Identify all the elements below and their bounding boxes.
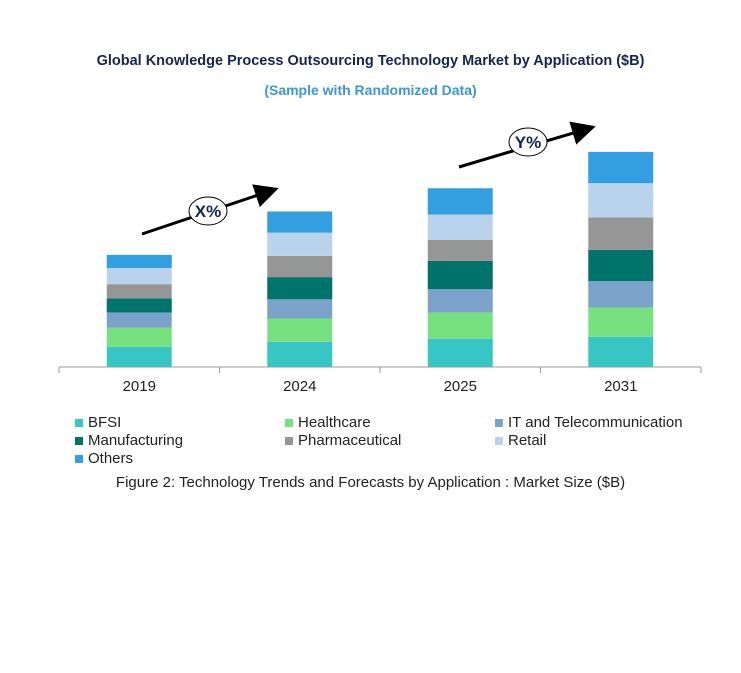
bar-segment-healthcare-2019 — [106, 327, 172, 347]
growth-label: Y% — [515, 133, 541, 152]
bar-segment-it-and-telecommunication-2025 — [427, 289, 493, 313]
x-tick-label: 2025 — [444, 378, 477, 395]
bar-segment-it-and-telecommunication-2024 — [267, 299, 333, 319]
bar-segment-pharmaceutical-2019 — [106, 284, 172, 299]
bar-segment-retail-2024 — [267, 232, 333, 256]
legend-item: Others — [75, 450, 133, 467]
bar-segment-manufacturing-2031 — [588, 249, 654, 282]
bar-segment-pharmaceutical-2024 — [267, 255, 333, 278]
bar-segment-healthcare-2024 — [267, 318, 333, 342]
legend-label: Pharmaceutical — [298, 432, 402, 449]
legend-swatch — [75, 454, 83, 463]
bar-segment-others-2031 — [588, 151, 654, 184]
bar-segment-others-2019 — [106, 254, 172, 269]
chart-subtitle: (Sample with Randomized Data) — [264, 82, 477, 98]
legend-label: IT and Telecommunication — [508, 414, 683, 431]
legend-label: Retail — [508, 432, 547, 449]
legend-label: Healthcare — [298, 414, 371, 431]
x-tick-label: 2031 — [604, 378, 637, 395]
legend-label: Others — [88, 450, 134, 467]
growth-ellipse — [188, 196, 228, 226]
legend-item: Retail — [495, 432, 546, 449]
growth-label: X% — [195, 202, 221, 221]
bar-segment-healthcare-2031 — [588, 307, 654, 337]
legend-swatch — [75, 436, 83, 445]
legend-swatch — [495, 418, 503, 427]
x-tick-label: 2019 — [123, 378, 156, 395]
legend-swatch — [75, 418, 83, 427]
bar-segment-pharmaceutical-2031 — [588, 217, 654, 250]
bar-segment-others-2025 — [427, 188, 493, 215]
legend-item: Manufacturing — [75, 432, 183, 449]
growth-ellipse — [508, 127, 548, 157]
bar-segment-manufacturing-2025 — [427, 260, 493, 290]
bar-segment-bfsi-2025 — [427, 338, 493, 367]
bar-segment-bfsi-2024 — [267, 341, 333, 367]
legend-swatch — [495, 436, 503, 445]
bar-segment-others-2024 — [267, 211, 333, 233]
bar-segment-it-and-telecommunication-2031 — [588, 281, 654, 308]
legend-item: IT and Telecommunication — [495, 414, 683, 431]
bar-segment-pharmaceutical-2025 — [427, 239, 493, 261]
figure-caption: Figure 2: Technology Trends and Forecast… — [115, 474, 626, 491]
bar-segment-manufacturing-2019 — [106, 298, 172, 313]
legend-swatch — [285, 418, 293, 427]
legend-swatch — [285, 436, 293, 445]
legend-item: Healthcare — [285, 414, 371, 431]
legend-label: BFSI — [88, 414, 122, 431]
bar-segment-manufacturing-2024 — [267, 277, 333, 300]
x-tick-label: 2024 — [283, 378, 316, 395]
bar-segment-it-and-telecommunication-2019 — [106, 312, 172, 328]
legend-label: Manufacturing — [88, 432, 184, 449]
bar-segment-retail-2025 — [427, 214, 493, 240]
bar-segment-retail-2031 — [588, 183, 654, 218]
chart-title: Global Knowledge Process Outsourcing Tec… — [96, 53, 645, 69]
bar-segment-retail-2019 — [106, 268, 172, 285]
bar-segment-healthcare-2025 — [427, 312, 493, 339]
bar-segment-bfsi-2019 — [106, 346, 172, 367]
bar-segment-bfsi-2031 — [588, 336, 654, 367]
legend-item: Pharmaceutical — [285, 432, 401, 449]
legend-item: BFSI — [75, 414, 121, 431]
